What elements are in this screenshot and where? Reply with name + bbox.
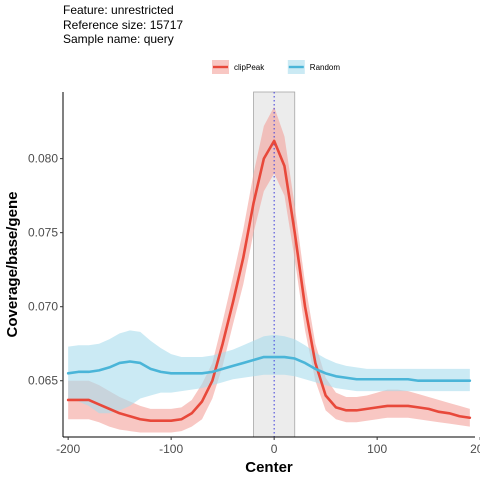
legend-item-random: Random (287, 60, 341, 74)
x-axis-title: Center (245, 459, 293, 476)
legend-label: clipPeak (234, 63, 265, 72)
series-line-random (66, 355, 472, 383)
y-tick-label: 0.070 (28, 300, 58, 314)
legend-label: Random (310, 63, 341, 72)
x-tick-label: 0 (271, 442, 278, 456)
legend-item-clippeak: clipPeak (212, 60, 265, 74)
x-tick-label: -100 (159, 442, 183, 456)
feature-text: Feature: unrestricted (63, 3, 174, 17)
x-tick-label: -200 (56, 442, 80, 456)
plot-header: Feature: unrestricted Reference size: 15… (63, 3, 183, 47)
x-tick-label: 200 (470, 442, 480, 456)
reference-size-text: Reference size: 15717 (63, 17, 184, 32)
series-band-random (68, 330, 470, 414)
series-line-clippeak (66, 139, 472, 423)
x-tick-label: 100 (367, 442, 387, 456)
legend: clipPeak Random (212, 60, 340, 74)
sample-name-text: Sample name: query (63, 32, 174, 46)
y-tick-label: 0.065 (28, 374, 58, 388)
y-axis-title: Coverage/base/gene (4, 192, 21, 338)
y-tick-label: 0.080 (28, 152, 58, 166)
y-tick-label: 0.075 (28, 226, 58, 240)
